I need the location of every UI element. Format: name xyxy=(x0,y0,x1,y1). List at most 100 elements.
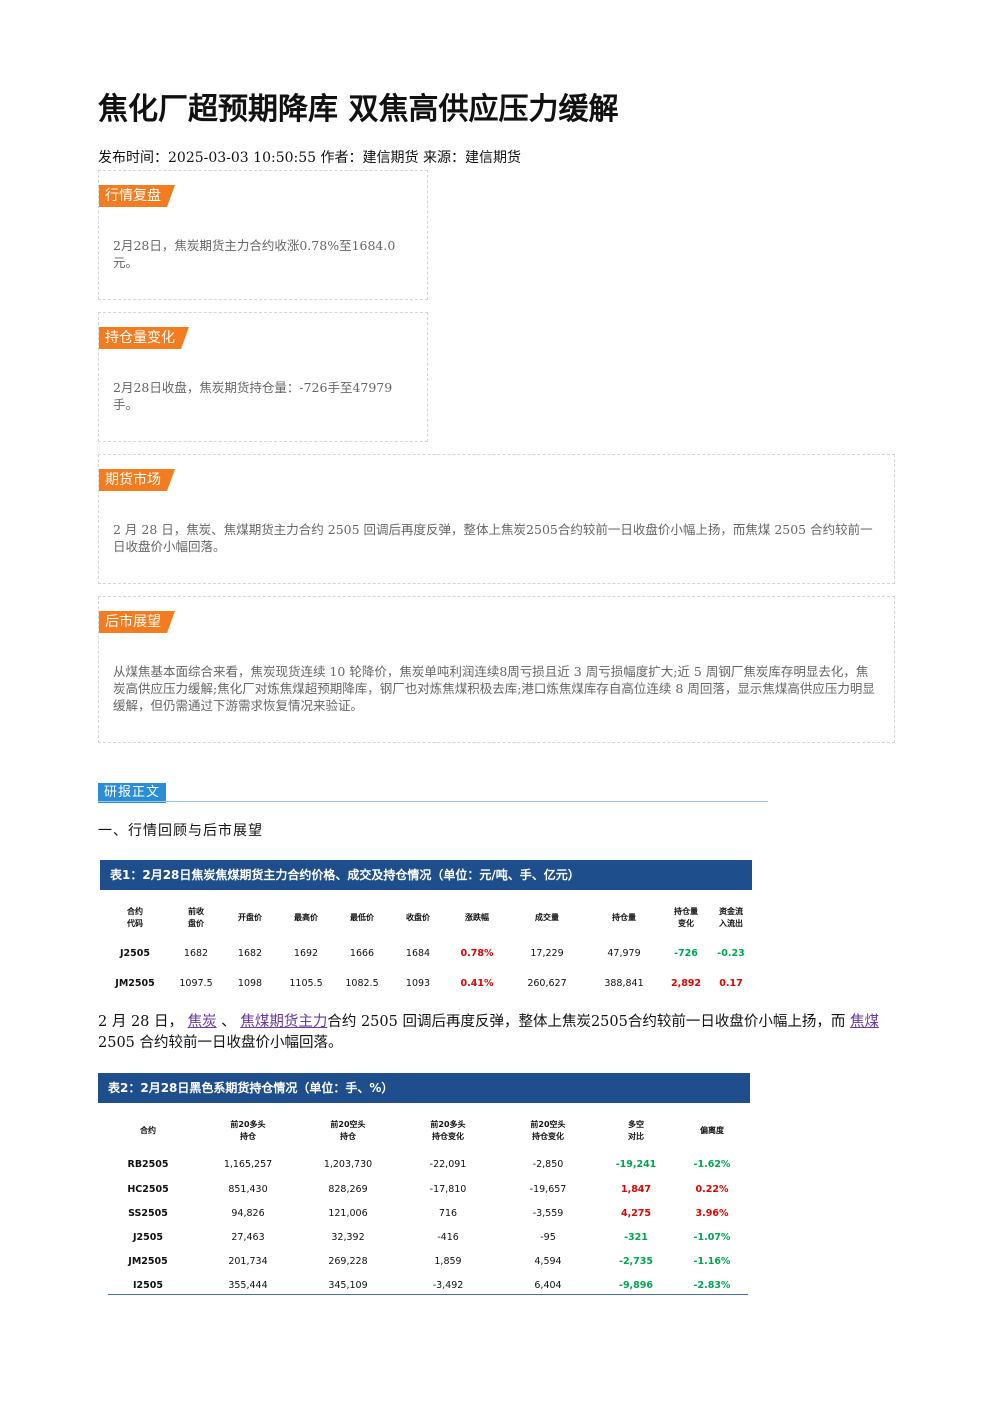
table-cell: 1684 xyxy=(405,947,431,959)
link-jiaomei-futures[interactable]: 焦煤期货主力 xyxy=(240,1014,328,1030)
table-cell: SS2505 xyxy=(128,1207,168,1219)
column-header: 前20多头 持仓 xyxy=(230,1120,266,1141)
table-cell: -1.16% xyxy=(693,1255,731,1267)
table-cell: 27,463 xyxy=(231,1231,265,1243)
table-cell: 345,109 xyxy=(328,1279,368,1291)
table-cell: 269,228 xyxy=(328,1255,368,1267)
table-cell: JM2505 xyxy=(115,977,155,989)
table-row: RB2505 1,165,257 1,203,730 -22,091 -2,850 -19… xyxy=(98,1151,750,1177)
column-header: 涨跌幅 xyxy=(465,913,489,922)
column-header: 偏离度 xyxy=(700,1126,724,1135)
column-header: 收盘价 xyxy=(406,913,430,922)
table-cell: -22,091 xyxy=(429,1158,467,1170)
table-cell: 17,229 xyxy=(530,947,564,959)
card-text: 2月28日，焦炭期货主力合约收涨0.78%至1684.0元。 xyxy=(113,238,396,270)
column-header: 合约 xyxy=(140,1126,156,1135)
table-cell: 32,392 xyxy=(331,1231,365,1243)
table-cell: RB2505 xyxy=(127,1158,169,1170)
card-text: 2月28日收盘，焦炭期货持仓量：-726手至47979手。 xyxy=(113,380,393,412)
table-cell: -3,492 xyxy=(432,1279,464,1291)
table-cell: -2.83% xyxy=(693,1279,731,1291)
table-cell: 260,627 xyxy=(527,977,567,989)
table-cell: I2505 xyxy=(133,1279,163,1291)
table-cell: 1,859 xyxy=(434,1255,462,1267)
table-cell: -0.23 xyxy=(717,947,745,959)
table-2-grid: 合约 前20多头 持仓 前20空头 持仓 前20多头 持仓变化 前20空头 持仓变化 多空… xyxy=(98,1111,750,1297)
table-cell: 716 xyxy=(438,1207,458,1219)
table-cell: 828,269 xyxy=(328,1183,368,1195)
table-cell: 1,847 xyxy=(620,1183,652,1195)
paragraph-text: 2 月 28 日， xyxy=(98,1014,184,1030)
table-cell: 0.78% xyxy=(460,947,494,959)
table-row: HC2505 851,430 828,269 -17,810 -19,657 1,847 0… xyxy=(98,1177,750,1201)
table-cell: 1,165,257 xyxy=(223,1158,273,1170)
table-cell: 2,892 xyxy=(670,977,702,989)
body-paragraph: 2 月 28 日， 焦炭 、 焦煤期货主力合约 2505 回调后再度反弹，整体上… xyxy=(98,1012,898,1054)
table-2-title: 表2：2月28日黑色系期货持仓情况（单位：手、%） xyxy=(98,1073,750,1103)
table-cell: 0.41% xyxy=(460,977,494,989)
table-1: 表1：2月28日焦炭焦煤期货主力合约价格、成交及持仓情况（单位：元/吨、手、亿元… xyxy=(100,860,752,996)
card-tag: 期货市场 xyxy=(99,469,175,491)
card-market-review: 行情复盘 2月28日，焦炭期货主力合约收涨0.78%至1684.0元。 xyxy=(98,170,428,300)
table-cell: -416 xyxy=(437,1231,459,1243)
card-text: 2 月 28 日，焦炭、焦煤期货主力合约 2505 回调后再度反弹，整体上焦炭2… xyxy=(113,522,873,554)
column-header: 前20多头 持仓变化 xyxy=(430,1120,466,1141)
table-cell: 0.22% xyxy=(695,1183,729,1195)
column-header: 最高价 xyxy=(294,913,318,922)
table-cell: -19,241 xyxy=(615,1158,657,1170)
table-cell: -2,735 xyxy=(619,1255,653,1267)
table-cell: -726 xyxy=(674,947,698,959)
table-cell: 388,841 xyxy=(604,977,644,989)
column-header: 持仓量 xyxy=(612,913,636,922)
table-cell: 6,404 xyxy=(534,1279,562,1291)
column-header: 合约 代码 xyxy=(127,907,143,928)
table-cell: 1,203,730 xyxy=(323,1158,373,1170)
table-cell: 4,275 xyxy=(620,1207,652,1219)
table-cell: -9,896 xyxy=(619,1279,653,1291)
table-cell: -2,850 xyxy=(532,1158,564,1170)
table-cell: -321 xyxy=(624,1231,648,1243)
table-cell: 1666 xyxy=(349,947,375,959)
table-cell: 1682 xyxy=(183,947,209,959)
table-cell: 355,444 xyxy=(228,1279,268,1291)
column-header: 多空 对比 xyxy=(628,1120,644,1141)
article-title: 焦化厂超预期降库 双焦高供应压力缓解 xyxy=(98,92,619,127)
table-1-grid: 合约 代码 前收 盘价 开盘价 最高价 最低价 收盘价 涨跌幅 成交量 持仓量 持仓量 变化 资金流… xyxy=(100,900,752,996)
card-tag: 行情复盘 xyxy=(99,185,175,207)
link-jiaotan[interactable]: 焦炭 xyxy=(187,1014,217,1030)
table-cell: 1098 xyxy=(237,977,263,989)
table-2: 表2：2月28日黑色系期货持仓情况（单位：手、%） 合约 前20多头 持仓 前20空… xyxy=(98,1073,750,1297)
table-cell: 1082.5 xyxy=(345,977,379,989)
table-cell: 94,826 xyxy=(231,1207,265,1219)
paragraph-text: 2505 合约较前一日收盘价小幅回落。 xyxy=(98,1035,343,1051)
table-cell: 201,734 xyxy=(228,1255,268,1267)
table-cell: 3.96% xyxy=(695,1207,729,1219)
column-header: 前20空头 持仓变化 xyxy=(530,1120,566,1141)
card-text: 从煤焦基本面综合来看，焦炭现货连续 10 轮降价，焦炭单吨利润连续8周亏损且近 … xyxy=(113,664,875,713)
table-cell: 4,594 xyxy=(534,1255,562,1267)
report-section-tag: 研报正文 xyxy=(98,783,167,803)
table-cell: 851,430 xyxy=(228,1183,268,1195)
paragraph-text: 合约 2505 回调后再度反弹，整体上焦炭2505合约较前一日收盘价小幅上扬，而 xyxy=(327,1014,846,1030)
table-cell: J2505 xyxy=(120,947,150,959)
table-cell: -1.07% xyxy=(693,1231,731,1243)
table-cell: JM2505 xyxy=(128,1255,168,1267)
paragraph-separator: 、 xyxy=(221,1014,236,1030)
card-futures-market: 期货市场 2 月 28 日，焦炭、焦煤期货主力合约 2505 回调后再度反弹，整… xyxy=(98,454,895,584)
table-cell: 1093 xyxy=(405,977,431,989)
table-cell: 1682 xyxy=(237,947,263,959)
table-cell: 1692 xyxy=(293,947,319,959)
table-cell: 1105.5 xyxy=(289,977,323,989)
table-cell: -3,559 xyxy=(532,1207,564,1219)
table-cell: HC2505 xyxy=(127,1183,169,1195)
card-open-interest: 持仓量变化 2月28日收盘，焦炭期货持仓量：-726手至47979手。 xyxy=(98,312,428,442)
table-1-title: 表1：2月28日焦炭焦煤期货主力合约价格、成交及持仓情况（单位：元/吨、手、亿元… xyxy=(100,860,752,890)
article-meta: 发布时间：2025-03-03 10:50:55 作者：建信期货 来源：建信期货 xyxy=(98,150,521,166)
table-cell: -17,810 xyxy=(429,1183,467,1195)
column-header: 成交量 xyxy=(535,913,559,922)
link-jiaomei[interactable]: 焦煤 xyxy=(849,1014,879,1030)
column-header: 资金流 入流出 xyxy=(719,907,743,928)
table-row: JM2505 201,734 269,228 1,859 4,594 -2,735 -1.1… xyxy=(98,1249,750,1273)
card-outlook: 后市展望 从煤焦基本面综合来看，焦炭现货连续 10 轮降价，焦炭单吨利润连续8周… xyxy=(98,596,895,743)
table-row: J2505 1682 1682 1692 1666 1684 0.78% 17,229 47,9… xyxy=(100,936,752,970)
